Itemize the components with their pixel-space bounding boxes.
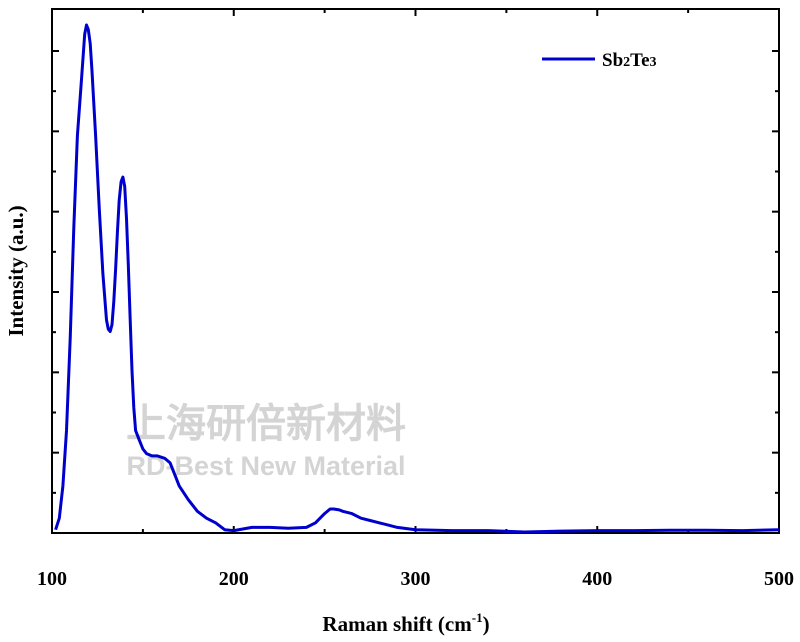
watermark-chinese: 上海研倍新材料: [126, 401, 406, 447]
x-tick-label: 200: [219, 568, 249, 590]
watermark-english: RD-Best New Material: [126, 451, 405, 481]
legend: Sb2Te3: [542, 50, 657, 71]
x-tick-label: 300: [401, 568, 431, 590]
series-line-sb2te3: [54, 23, 780, 534]
x-tick-label: 400: [582, 568, 612, 590]
legend-label: Sb2Te3: [602, 50, 657, 71]
x-tick-labels: 100 200 300 400 500: [37, 568, 794, 590]
x-tick-label: 100: [37, 568, 67, 590]
x-tick-label: 500: [764, 568, 794, 590]
x-axis-title: Raman shift (cm-1): [322, 610, 489, 636]
y-axis-title: Intensity (a.u.): [4, 205, 28, 336]
